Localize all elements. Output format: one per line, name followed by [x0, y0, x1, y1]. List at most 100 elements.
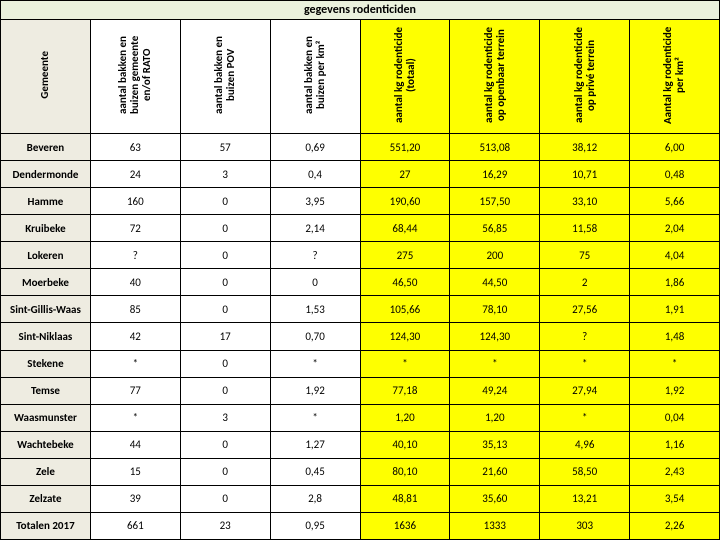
- cell: 0: [180, 350, 270, 377]
- table-row: Beveren63570,69551,20513,0838,126,00: [1, 134, 720, 161]
- cell: 48,81: [360, 485, 450, 512]
- cell: *: [270, 350, 360, 377]
- col-header: aantal bakken en buizen gemeente en/of R…: [90, 20, 180, 134]
- cell: 2,43: [630, 458, 720, 485]
- table-row: Totalen 2017661230,95163613333032,26: [1, 512, 720, 539]
- cell: 2,26: [630, 512, 720, 539]
- cell: *: [450, 350, 540, 377]
- cell: 40,10: [360, 431, 450, 458]
- cell: 0,70: [270, 323, 360, 350]
- col-header-label: aantal kg rodenticide op openbaar terrei…: [483, 22, 507, 128]
- cell: *: [540, 404, 630, 431]
- cell: 3: [180, 404, 270, 431]
- row-label: Totalen 2017: [1, 512, 91, 539]
- cell: 2: [540, 269, 630, 296]
- cell: 11,58: [540, 215, 630, 242]
- cell: 1,20: [450, 404, 540, 431]
- table-row: Wachtebeke4401,2740,1035,134,961,16: [1, 431, 720, 458]
- cell: 6,00: [630, 134, 720, 161]
- cell: 21,60: [450, 458, 540, 485]
- cell: 2,14: [270, 215, 360, 242]
- col-header-label: aantal kg rodenticide (totaal): [393, 22, 417, 128]
- cell: *: [540, 350, 630, 377]
- cell: 1,27: [270, 431, 360, 458]
- row-label: Stekene: [1, 350, 91, 377]
- table-title: gegevens rodenticiden: [1, 1, 720, 20]
- cell: *: [360, 350, 450, 377]
- col-header-label: aantal bakken en buizen gemeente en/of R…: [117, 22, 153, 128]
- cell: 275: [360, 242, 450, 269]
- cell: 0: [270, 269, 360, 296]
- cell: 17: [180, 323, 270, 350]
- cell: 0,48: [630, 161, 720, 188]
- table-row: Temse7701,9277,1849,2427,941,92: [1, 377, 720, 404]
- cell: 1,20: [360, 404, 450, 431]
- cell: 4,96: [540, 431, 630, 458]
- row-label: Sint-Niklaas: [1, 323, 91, 350]
- cell: 0,95: [270, 512, 360, 539]
- cell: 56,85: [450, 215, 540, 242]
- cell: 1,48: [630, 323, 720, 350]
- cell: 15: [90, 458, 180, 485]
- table-row: Hamme16003,95190,60157,5033,105,66: [1, 188, 720, 215]
- cell: 1,16: [630, 431, 720, 458]
- cell: 58,50: [540, 458, 630, 485]
- cell: 33,10: [540, 188, 630, 215]
- cell: *: [630, 350, 720, 377]
- cell: 513,08: [450, 134, 540, 161]
- cell: 1,91: [630, 296, 720, 323]
- cell: 23: [180, 512, 270, 539]
- cell: 35,13: [450, 431, 540, 458]
- cell: 85: [90, 296, 180, 323]
- table-row: Dendermonde2430,42716,2910,710,48: [1, 161, 720, 188]
- col-header: aantal kg rodenticide op openbaar terrei…: [450, 20, 540, 134]
- cell: 24: [90, 161, 180, 188]
- row-label: Zelzate: [1, 485, 91, 512]
- col-header-label: Gemeente: [39, 51, 51, 99]
- row-label: Lokeren: [1, 242, 91, 269]
- cell: 68,44: [360, 215, 450, 242]
- row-label: Zele: [1, 458, 91, 485]
- cell: 0: [180, 242, 270, 269]
- cell: 0: [180, 188, 270, 215]
- cell: 105,66: [360, 296, 450, 323]
- cell: 0: [180, 485, 270, 512]
- cell: 0,4: [270, 161, 360, 188]
- cell: 1333: [450, 512, 540, 539]
- cell: 35,60: [450, 485, 540, 512]
- col-header-label: aantal bakken en buizen POV: [213, 22, 237, 128]
- table-row: Lokeren?0?275200754,04: [1, 242, 720, 269]
- cell: 3,54: [630, 485, 720, 512]
- table-row: Sint-Gillis-Waas8501,53105,6678,1027,561…: [1, 296, 720, 323]
- cell: 0: [180, 296, 270, 323]
- cell: 27: [360, 161, 450, 188]
- cell: 77,18: [360, 377, 450, 404]
- cell: 124,30: [360, 323, 450, 350]
- cell: 5,66: [630, 188, 720, 215]
- cell: 1,86: [630, 269, 720, 296]
- cell: 0: [180, 269, 270, 296]
- cell: 0: [180, 215, 270, 242]
- cell: 49,24: [450, 377, 540, 404]
- cell: 0: [180, 431, 270, 458]
- table-row: Kruibeke7202,1468,4456,8511,582,04: [1, 215, 720, 242]
- cell: 40: [90, 269, 180, 296]
- col-header: aantal kg rodenticide (totaal): [360, 20, 450, 134]
- cell: 0,04: [630, 404, 720, 431]
- cell: *: [90, 350, 180, 377]
- cell: 551,20: [360, 134, 450, 161]
- cell: 157,50: [450, 188, 540, 215]
- cell: 2,04: [630, 215, 720, 242]
- cell: 4,04: [630, 242, 720, 269]
- row-label: Waasmunster: [1, 404, 91, 431]
- col-header-label: aantal kg rodenticide op privé terrein: [573, 22, 597, 128]
- cell: 200: [450, 242, 540, 269]
- table-row: Stekene*0*****: [1, 350, 720, 377]
- row-label: Sint-Gillis-Waas: [1, 296, 91, 323]
- cell: 10,71: [540, 161, 630, 188]
- table-row: Moerbeke400046,5044,5021,86: [1, 269, 720, 296]
- cell: 72: [90, 215, 180, 242]
- cell: 27,94: [540, 377, 630, 404]
- row-label: Temse: [1, 377, 91, 404]
- cell: 46,50: [360, 269, 450, 296]
